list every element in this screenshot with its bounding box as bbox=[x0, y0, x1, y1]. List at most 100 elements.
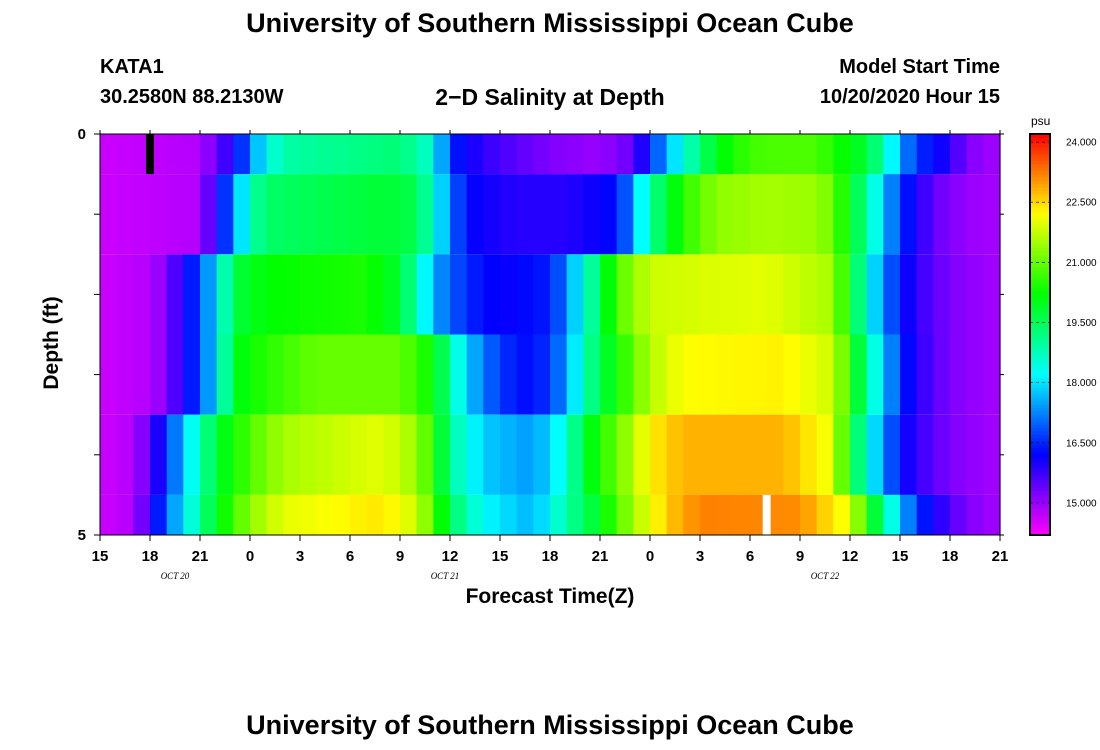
heatmap-cell bbox=[800, 174, 818, 255]
colorbar-segment bbox=[1030, 244, 1050, 249]
heatmap-cell bbox=[866, 254, 884, 335]
heatmap-cell bbox=[283, 134, 301, 175]
heatmap-cell bbox=[100, 414, 118, 495]
colorbar-segment bbox=[1030, 418, 1050, 422]
heatmap-cell bbox=[116, 414, 134, 495]
heatmap-cell bbox=[366, 254, 384, 335]
heatmap-cell bbox=[116, 174, 134, 255]
heatmap-cell bbox=[366, 334, 384, 415]
heatmap-cell bbox=[966, 174, 984, 255]
colorbar-segment bbox=[1030, 441, 1050, 446]
heatmap-cell bbox=[933, 134, 951, 175]
heatmap-cell bbox=[816, 334, 834, 415]
heatmap-cell bbox=[766, 494, 784, 535]
heatmap-cell bbox=[766, 414, 784, 495]
heatmap-cell bbox=[983, 134, 1001, 175]
heatmap-cell bbox=[183, 174, 201, 255]
page-title: University of Southern Mississippi Ocean… bbox=[246, 8, 854, 38]
x-tick-label: 3 bbox=[296, 548, 304, 565]
heatmap-cell bbox=[700, 414, 718, 495]
heatmap-cell bbox=[400, 254, 418, 335]
colorbar-tick-label: 22.500 bbox=[1066, 198, 1097, 209]
colorbar-segment bbox=[1030, 421, 1050, 426]
white-marker bbox=[762, 494, 771, 535]
heatmap-cell bbox=[116, 254, 134, 335]
heatmap-cell bbox=[900, 494, 918, 535]
colorbar-segment bbox=[1030, 190, 1050, 195]
colorbar-segment bbox=[1030, 454, 1050, 459]
heatmap-cell bbox=[200, 134, 218, 175]
heatmap-cell bbox=[533, 334, 551, 415]
heatmap-cell bbox=[900, 134, 918, 175]
colorbar-segment bbox=[1030, 484, 1050, 489]
colorbar-tick-label: 24.000 bbox=[1066, 138, 1097, 149]
heatmap-cell bbox=[533, 414, 551, 495]
heatmap-cell bbox=[616, 174, 634, 255]
x-tick-label: 18 bbox=[942, 548, 959, 565]
heatmap-cell bbox=[316, 134, 334, 175]
heatmap-cell bbox=[483, 254, 501, 335]
colorbar-segment bbox=[1030, 301, 1050, 306]
station-id: KATA1 bbox=[100, 56, 164, 78]
heatmap-cell bbox=[833, 134, 851, 175]
heatmap-cell bbox=[750, 334, 768, 415]
heatmap-cell bbox=[816, 134, 834, 175]
heatmap-cell bbox=[600, 254, 618, 335]
heatmap-cell bbox=[616, 134, 634, 175]
heatmap-cell bbox=[766, 334, 784, 415]
heatmap-cell bbox=[150, 174, 168, 255]
colorbar-segment bbox=[1030, 311, 1050, 316]
chart-title: 2−D Salinity at Depth bbox=[435, 84, 665, 110]
heatmap-cell bbox=[783, 254, 801, 335]
heatmap-cell bbox=[750, 254, 768, 335]
heatmap-cell bbox=[200, 174, 218, 255]
heatmap-cell bbox=[816, 254, 834, 335]
heatmap-cell bbox=[300, 254, 318, 335]
heatmap-cell bbox=[983, 174, 1001, 255]
heatmap-cell bbox=[400, 494, 418, 535]
heatmap-cell bbox=[300, 494, 318, 535]
heatmap-cell bbox=[483, 174, 501, 255]
colorbar-segment bbox=[1030, 150, 1050, 155]
colorbar-segment bbox=[1030, 257, 1050, 262]
x-tick-label: 18 bbox=[542, 548, 559, 565]
heatmap-cell bbox=[450, 334, 468, 415]
heatmap-cell bbox=[933, 494, 951, 535]
heatmap-cell bbox=[916, 134, 934, 175]
heatmap-cell bbox=[833, 254, 851, 335]
heatmap-cell bbox=[233, 174, 251, 255]
heatmap-cell bbox=[216, 494, 234, 535]
heatmap-cell bbox=[733, 494, 751, 535]
x-tick-label: 12 bbox=[442, 548, 459, 565]
heatmap-cell bbox=[566, 334, 584, 415]
heatmap-cell bbox=[400, 134, 418, 175]
heatmap-cell bbox=[733, 134, 751, 175]
heatmap-cell bbox=[483, 334, 501, 415]
heatmap-cell bbox=[183, 334, 201, 415]
colorbar-segment bbox=[1030, 197, 1050, 202]
colorbar-segment bbox=[1030, 384, 1050, 389]
heatmap-cell bbox=[833, 174, 851, 255]
colorbar-segment bbox=[1030, 524, 1050, 529]
heatmap-cell bbox=[550, 174, 568, 255]
y-tick-label: 5 bbox=[78, 527, 86, 544]
heatmap-cell bbox=[600, 414, 618, 495]
colorbar-segment bbox=[1030, 434, 1050, 439]
colorbar-segment bbox=[1030, 464, 1050, 469]
x-date-label: OCT 22 bbox=[811, 571, 840, 581]
colorbar-segment bbox=[1030, 187, 1050, 192]
colorbar-segment bbox=[1030, 458, 1050, 463]
heatmap-cell bbox=[650, 174, 668, 255]
heatmap-cell bbox=[700, 174, 718, 255]
heatmap-cell bbox=[550, 334, 568, 415]
heatmap-cell bbox=[683, 494, 701, 535]
heatmap-cell bbox=[416, 254, 434, 335]
colorbar-segment bbox=[1030, 134, 1050, 138]
heatmap-cell bbox=[283, 494, 301, 535]
heatmap-cell bbox=[300, 334, 318, 415]
heatmap-cell bbox=[133, 334, 151, 415]
heatmap-cell bbox=[916, 414, 934, 495]
heatmap-cell bbox=[783, 494, 801, 535]
heatmap-cell bbox=[466, 334, 484, 415]
